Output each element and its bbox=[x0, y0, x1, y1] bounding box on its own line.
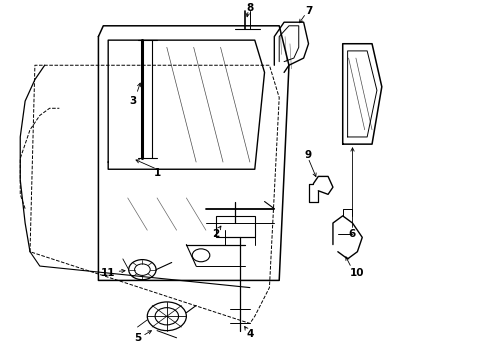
Text: 8: 8 bbox=[246, 3, 253, 13]
Text: 1: 1 bbox=[153, 168, 161, 178]
Text: 10: 10 bbox=[350, 268, 365, 278]
Bar bbox=[216, 216, 255, 237]
Text: 2: 2 bbox=[212, 229, 220, 239]
Text: 9: 9 bbox=[305, 150, 312, 160]
Text: 3: 3 bbox=[129, 96, 136, 106]
Text: 4: 4 bbox=[246, 329, 253, 339]
Text: 5: 5 bbox=[134, 333, 141, 343]
Text: 7: 7 bbox=[305, 6, 312, 17]
Text: 11: 11 bbox=[101, 268, 116, 278]
Text: 6: 6 bbox=[349, 229, 356, 239]
